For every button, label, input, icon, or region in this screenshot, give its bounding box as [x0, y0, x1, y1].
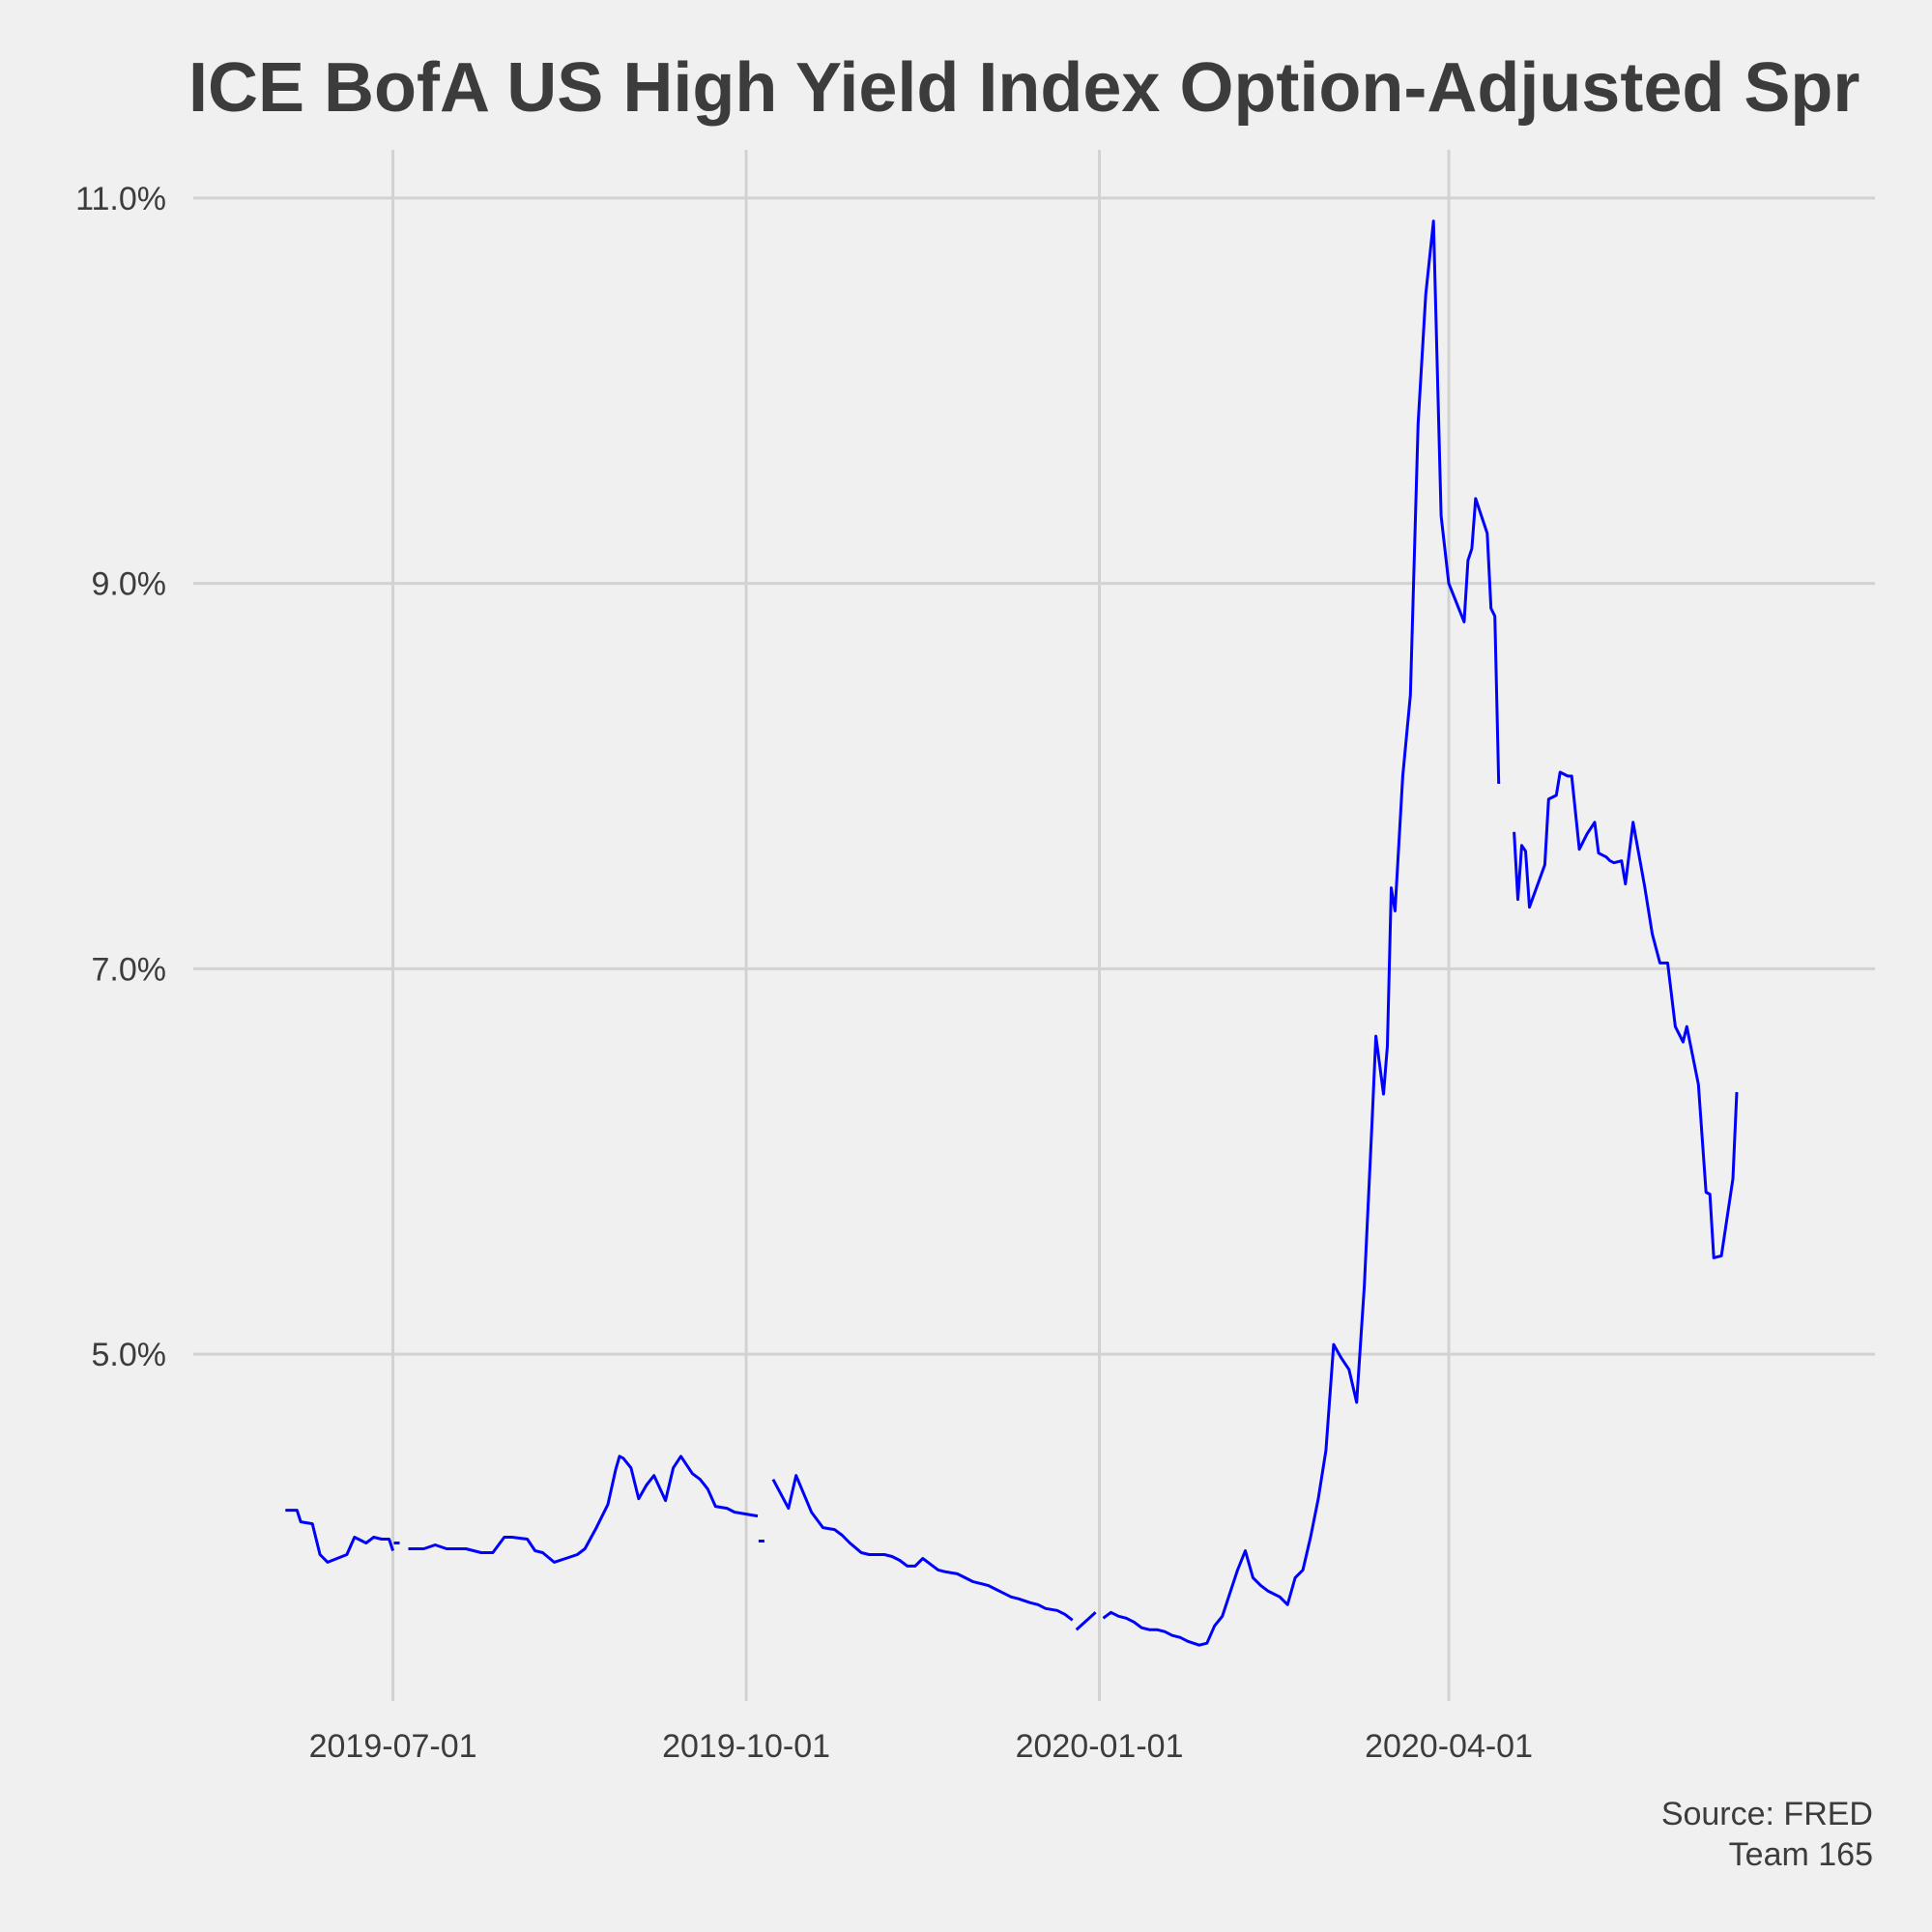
- x-tick-label: 2019-10-01: [662, 1728, 830, 1765]
- x-tick-label: 2020-01-01: [1016, 1728, 1184, 1765]
- y-tick-label: 7.0%: [92, 951, 167, 988]
- tick-labels: 5.0% 7.0% 9.0% 11.0% 2019-07-01 2019-10-01 202…: [75, 181, 1533, 1765]
- series-layer: [285, 219, 1739, 1647]
- series-line-segment: [1513, 770, 1739, 1259]
- caption-source: Source: FRED: [1661, 1796, 1873, 1832]
- x-tick-label: 2020-04-01: [1365, 1728, 1533, 1765]
- series-line-segment: [285, 1509, 395, 1564]
- grid: [193, 150, 1875, 1701]
- caption-team: Team 165: [1729, 1836, 1873, 1873]
- chart-title: ICE BofA US High Yield Index Option-Adju…: [188, 49, 1860, 127]
- series-line-segment: [1075, 1611, 1097, 1631]
- series-line-segment: [1102, 219, 1501, 1647]
- y-tick-label: 9.0%: [92, 566, 167, 603]
- y-tick-label: 5.0%: [92, 1337, 167, 1373]
- series-line-segment: [771, 1474, 1074, 1622]
- y-tick-label: 11.0%: [75, 181, 166, 217]
- x-tick-label: 2019-07-01: [309, 1728, 477, 1765]
- series-line-segment: [408, 1455, 759, 1564]
